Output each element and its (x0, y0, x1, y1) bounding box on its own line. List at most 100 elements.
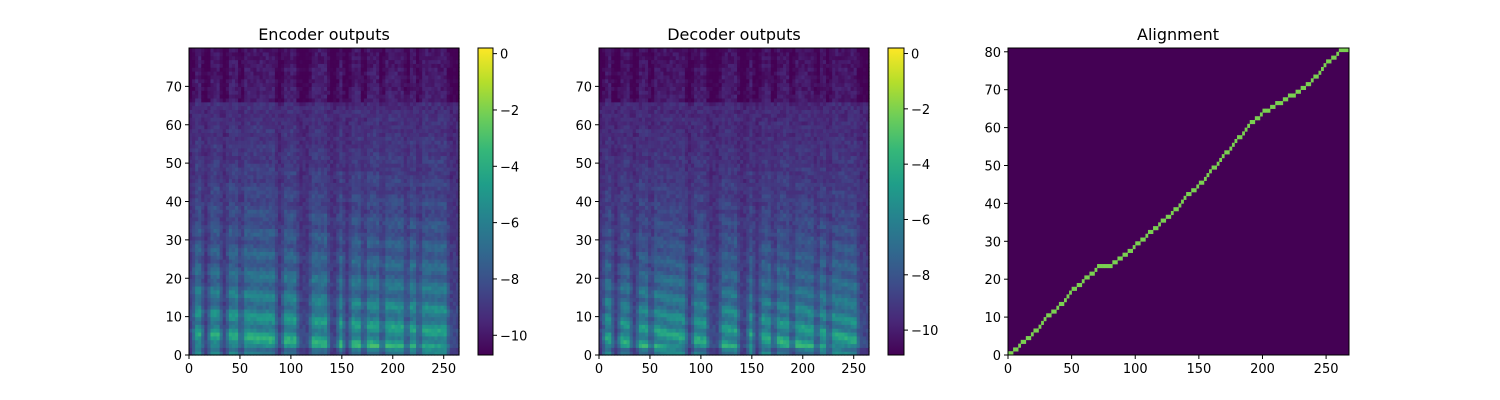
heatmap-cell (299, 259, 304, 264)
heatmap-cell (250, 136, 255, 141)
heatmap-cell (201, 151, 205, 157)
heatmap-cell (210, 270, 215, 276)
heatmap-cell (268, 120, 273, 126)
heatmap-cell (271, 74, 276, 80)
heatmap-cell (210, 316, 215, 322)
heatmap-cell (290, 209, 294, 214)
heatmap-cell (198, 178, 202, 183)
heatmap-cell (231, 351, 236, 356)
heatmap-cell (192, 278, 196, 283)
heatmap-cell (213, 255, 218, 260)
heatmap-cell (268, 239, 273, 245)
heatmap-cell (210, 236, 215, 241)
heatmap-cell (259, 328, 264, 333)
heatmap-cell (241, 266, 245, 272)
heatmap-cell (192, 174, 196, 180)
heatmap-cell (287, 236, 291, 241)
heatmap-cell (299, 55, 304, 61)
heatmap-cell (268, 324, 273, 329)
heatmap-cell (277, 312, 282, 318)
heatmap-cell (192, 262, 196, 268)
heatmap-cell (195, 331, 199, 337)
heatmap-cell (231, 282, 236, 287)
heatmap-cell (274, 297, 279, 302)
heatmap-cell (256, 301, 261, 306)
heatmap-cell (201, 97, 205, 103)
heatmap-cell (225, 166, 230, 172)
heatmap-cell (204, 193, 209, 199)
heatmap-cell (293, 151, 297, 157)
heatmap-cell (216, 48, 221, 53)
heatmap-cell (259, 78, 264, 84)
heatmap-cell (268, 71, 273, 76)
heatmap-cell (265, 331, 270, 337)
heatmap-cell (216, 243, 221, 249)
heatmap-cell (195, 289, 199, 295)
heatmap-cell (247, 266, 251, 272)
heatmap-cell (222, 109, 227, 114)
heatmap-cell (231, 339, 236, 345)
heatmap-cell (253, 274, 258, 279)
heatmap-cell (281, 182, 285, 187)
heatmap-cell (189, 232, 193, 237)
heatmap-cell (238, 163, 242, 168)
heatmap-cell (213, 101, 218, 107)
heatmap-cell (265, 147, 270, 153)
heatmap-cell (274, 51, 279, 57)
heatmap-cell (207, 51, 212, 57)
heatmap-cell (195, 197, 199, 203)
heatmap-cell (201, 55, 205, 61)
heatmap-cell (265, 320, 270, 325)
heatmap-cell (244, 155, 248, 160)
heatmap-cell (210, 151, 215, 157)
heatmap-cell (265, 101, 270, 107)
heatmap-cell (256, 101, 261, 107)
heatmap-cell (271, 205, 276, 210)
heatmap-cell (271, 71, 276, 76)
heatmap-cell (268, 312, 273, 318)
heatmap-cell (302, 312, 307, 318)
heatmap-cell (204, 178, 209, 183)
heatmap-cell (216, 339, 221, 345)
heatmap-cell (228, 316, 233, 322)
heatmap-cell (231, 59, 236, 64)
heatmap-cell (259, 312, 264, 318)
heatmap-cell (250, 274, 255, 279)
heatmap-cell (256, 209, 261, 214)
heatmap-cell (259, 159, 264, 164)
heatmap-cell (219, 351, 224, 356)
heatmap-cell (293, 78, 297, 84)
heatmap-cell (219, 247, 224, 252)
heatmap-cell (250, 278, 255, 283)
heatmap-cell (271, 266, 276, 272)
heatmap-cell (235, 193, 239, 199)
heatmap-cell (290, 124, 294, 130)
heatmap-cell (213, 140, 218, 145)
heatmap-cell (201, 266, 205, 272)
heatmap-cell (195, 82, 199, 87)
heatmap-cell (271, 178, 276, 183)
heatmap-cell (219, 71, 224, 76)
heatmap-cell (231, 255, 236, 260)
heatmap-cell (296, 78, 301, 84)
heatmap-cell (268, 201, 273, 206)
heatmap-cell (274, 328, 279, 333)
heatmap-cell (222, 59, 227, 64)
heatmap-cell (253, 228, 258, 233)
heatmap-cell (204, 101, 209, 107)
heatmap-cell (222, 259, 227, 264)
heatmap-cell (265, 213, 270, 218)
heatmap-cell (195, 189, 199, 195)
heatmap-cell (287, 182, 291, 187)
heatmap-cell (219, 59, 224, 64)
heatmap-cell (198, 109, 202, 114)
heatmap-cell (259, 285, 264, 291)
heatmap-cell (201, 59, 205, 64)
heatmap-cell (253, 109, 258, 114)
heatmap-cell (296, 143, 301, 149)
heatmap-cell (216, 182, 221, 187)
heatmap-cell (256, 289, 261, 295)
heatmap-cell (277, 128, 282, 134)
heatmap-cell (228, 178, 233, 183)
heatmap-cell (296, 51, 301, 57)
